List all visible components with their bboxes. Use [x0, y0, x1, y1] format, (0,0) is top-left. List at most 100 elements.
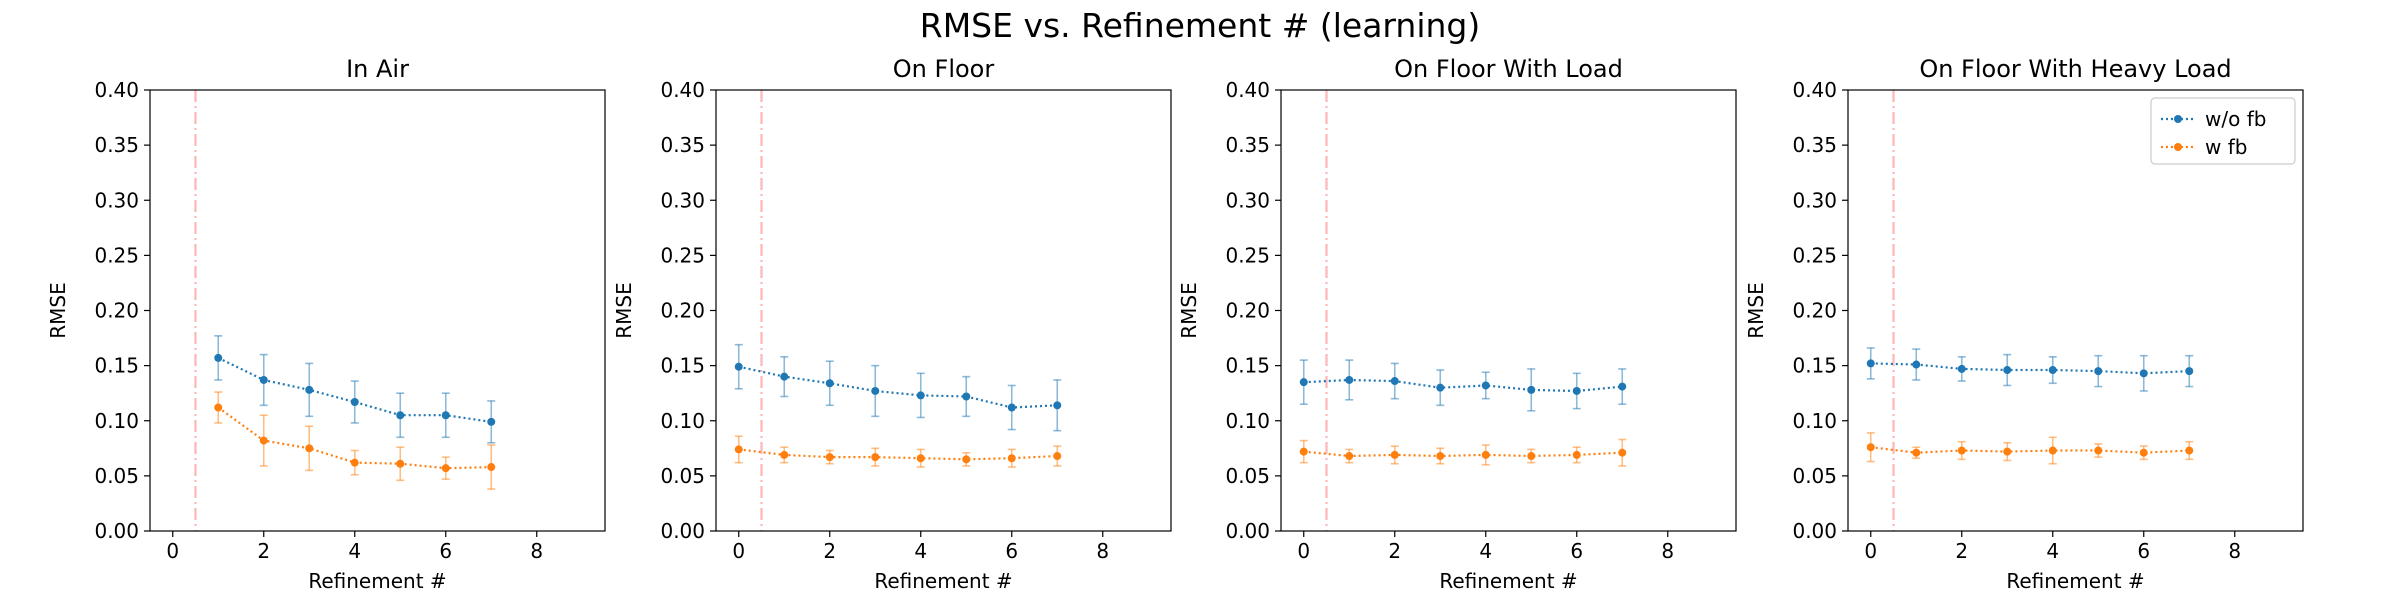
- panels: In Air 0.00 0.05 0.10 0.15 0.20 0.25 0.30 0.35 0.…: [46, 55, 2304, 593]
- series-w-fb: [1866, 432, 2194, 465]
- series-w-fb: [734, 435, 1062, 468]
- x-axis-label: Refinement #: [1439, 569, 1577, 593]
- data-point: [1618, 448, 1627, 457]
- data-point: [441, 464, 450, 473]
- data-point: [1390, 450, 1399, 459]
- data-point: [1527, 452, 1536, 461]
- x-axis-label: Refinement #: [874, 569, 1012, 593]
- y-tick-label: 0.20: [94, 299, 139, 323]
- y-tick-label: 0.05: [1225, 464, 1270, 488]
- y-axis-label: RMSE: [1744, 282, 1768, 338]
- data-point: [780, 372, 789, 381]
- y-tick-label: 0.10: [1792, 409, 1837, 433]
- y-axis-label: RMSE: [1177, 282, 1201, 338]
- y-tick-label: 0.10: [1225, 409, 1270, 433]
- series-line: [1303, 378, 1623, 393]
- data-point: [825, 379, 834, 388]
- y-tick-label: 0.00: [1225, 519, 1270, 543]
- x-tick-label: 8: [1096, 539, 1109, 563]
- y-tick-label: 0.40: [1225, 78, 1270, 102]
- data-point: [2185, 446, 2194, 455]
- chart-panel-1: In Air 0.00 0.05 0.10 0.15 0.20 0.25 0.30 0.35 0.…: [46, 55, 606, 593]
- data-point: [734, 362, 743, 371]
- data-point: [1572, 386, 1581, 395]
- y-tick-label: 0.35: [1792, 133, 1837, 157]
- data-point: [350, 398, 359, 407]
- y-axis-label: RMSE: [46, 282, 70, 338]
- data-point: [1527, 385, 1536, 394]
- y-tick-label: 0.00: [660, 519, 705, 543]
- plot-frame: [149, 89, 606, 532]
- y-tick-label: 0.40: [94, 78, 139, 102]
- x-tick-label: 6: [439, 539, 452, 563]
- legend-entry: w fb: [2205, 135, 2247, 159]
- data-point: [1007, 454, 1016, 463]
- legend-marker: [2174, 143, 2182, 151]
- x-axis-label: Refinement #: [308, 569, 446, 593]
- y-tick-label: 0.20: [1792, 299, 1837, 323]
- x-tick-label: 0: [732, 539, 745, 563]
- y-tick-label: 0.30: [94, 188, 139, 212]
- y-tick-label: 0.25: [94, 243, 139, 267]
- data-point: [1299, 378, 1308, 387]
- series-wo-fb: [1299, 359, 1627, 412]
- x-tick-label: 0: [1864, 539, 1877, 563]
- y-tick-label: 0.40: [1792, 78, 1837, 102]
- legend: w/o fb w fb: [2150, 97, 2296, 165]
- data-point: [916, 391, 925, 400]
- data-point: [1912, 360, 1921, 369]
- panel-title: On Floor With Heavy Load: [1919, 55, 2231, 83]
- data-point: [871, 453, 880, 462]
- x-tick-label: 2: [1955, 539, 1968, 563]
- series-line: [1870, 446, 2190, 454]
- y-tick-label: 0.15: [1225, 354, 1270, 378]
- y-tick-label: 0.30: [1792, 188, 1837, 212]
- data-point: [1390, 377, 1399, 386]
- plot-frame: [715, 89, 1172, 532]
- y-tick-label: 0.10: [660, 409, 705, 433]
- data-point: [350, 458, 359, 467]
- y-tick-label: 0.25: [1225, 243, 1270, 267]
- y-tick-label: 0.20: [1225, 299, 1270, 323]
- data-point: [441, 411, 450, 420]
- data-point: [1299, 447, 1308, 456]
- data-point: [962, 455, 971, 464]
- plot-frame: [1280, 89, 1737, 532]
- data-point: [2139, 369, 2148, 378]
- y-tick-label: 0.40: [660, 78, 705, 102]
- legend-marker: [2174, 115, 2182, 123]
- data-point: [2139, 448, 2148, 457]
- x-tick-label: 6: [1570, 539, 1583, 563]
- x-tick-label: 8: [530, 539, 543, 563]
- y-tick-label: 0.05: [1792, 464, 1837, 488]
- series-line: [738, 448, 1058, 461]
- y-tick-label: 0.00: [94, 519, 139, 543]
- data-point: [1053, 452, 1062, 461]
- data-point: [1481, 381, 1490, 390]
- data-point: [2003, 447, 2012, 456]
- x-tick-label: 4: [1479, 539, 1492, 563]
- data-point: [1957, 364, 1966, 373]
- data-point: [1436, 452, 1445, 461]
- data-point: [2094, 367, 2103, 376]
- x-tick-label: 8: [2228, 539, 2241, 563]
- x-axis-label: Refinement #: [2006, 569, 2144, 593]
- y-tick-label: 0.15: [660, 354, 705, 378]
- y-axis-label: RMSE: [612, 282, 636, 338]
- data-point: [214, 353, 223, 362]
- y-tick-label: 0.10: [94, 409, 139, 433]
- y-tick-label: 0.00: [1792, 519, 1837, 543]
- data-point: [1866, 359, 1875, 368]
- data-point: [1345, 452, 1354, 461]
- data-point: [2094, 446, 2103, 455]
- x-tick-label: 8: [1661, 539, 1674, 563]
- data-point: [1053, 401, 1062, 410]
- series-line: [1870, 362, 2190, 375]
- series-wo-fb: [214, 335, 496, 444]
- chart-panel-2: On Floor 0.00 0.05 0.10 0.15 0.20 0.25 0.30 0.35…: [612, 55, 1172, 593]
- y-tick-label: 0.20: [660, 299, 705, 323]
- y-tick-label: 0.05: [94, 464, 139, 488]
- y-tick-label: 0.15: [94, 354, 139, 378]
